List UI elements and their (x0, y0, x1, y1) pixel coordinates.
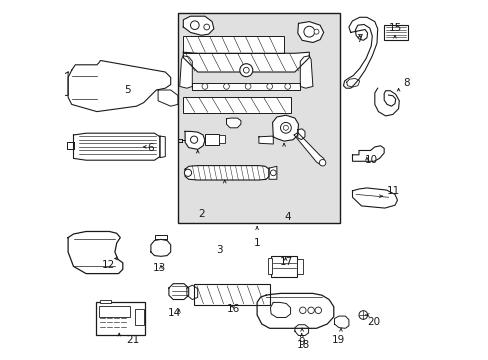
Circle shape (203, 24, 209, 30)
Circle shape (190, 21, 199, 30)
Text: 13: 13 (153, 263, 166, 273)
Circle shape (319, 159, 325, 166)
Polygon shape (297, 22, 323, 42)
Text: 1: 1 (253, 238, 260, 248)
Text: 12: 12 (102, 260, 115, 270)
Polygon shape (183, 52, 309, 72)
Polygon shape (151, 239, 170, 256)
Polygon shape (179, 56, 192, 88)
Bar (204, 134, 219, 145)
Bar (271, 256, 297, 277)
Circle shape (280, 122, 291, 133)
Circle shape (190, 136, 197, 143)
Polygon shape (270, 302, 290, 318)
Polygon shape (297, 129, 305, 140)
Text: 5: 5 (124, 85, 131, 95)
Polygon shape (352, 146, 384, 161)
Text: 16: 16 (226, 304, 240, 314)
Bar (99, 306, 129, 317)
Polygon shape (185, 131, 204, 149)
Bar (297, 259, 302, 274)
Circle shape (270, 170, 276, 176)
Bar (96, 302, 144, 335)
Polygon shape (168, 284, 188, 300)
Polygon shape (67, 142, 73, 149)
Bar (178, 13, 339, 223)
Polygon shape (294, 325, 308, 336)
Circle shape (307, 307, 314, 314)
Polygon shape (155, 235, 166, 239)
Circle shape (243, 67, 249, 73)
Polygon shape (226, 118, 241, 128)
Text: 20: 20 (366, 317, 379, 327)
Bar (219, 135, 224, 143)
Polygon shape (300, 56, 312, 88)
Circle shape (223, 84, 229, 89)
Text: 8: 8 (402, 78, 408, 88)
Polygon shape (294, 132, 325, 166)
Text: 10: 10 (364, 155, 377, 165)
Bar (183, 36, 284, 53)
Text: 17: 17 (279, 257, 292, 267)
Circle shape (313, 29, 318, 34)
Text: 11: 11 (386, 186, 399, 196)
Text: 14: 14 (167, 308, 181, 318)
Polygon shape (334, 316, 348, 328)
Text: 7: 7 (356, 34, 362, 44)
Polygon shape (258, 136, 273, 144)
Bar (134, 309, 143, 325)
Text: 3: 3 (216, 245, 222, 255)
Polygon shape (186, 285, 197, 300)
Polygon shape (192, 83, 300, 90)
Circle shape (303, 26, 314, 37)
Text: 18: 18 (296, 340, 309, 350)
Circle shape (202, 84, 207, 89)
Polygon shape (346, 78, 359, 87)
Circle shape (358, 311, 367, 319)
Circle shape (244, 84, 250, 89)
Circle shape (299, 307, 305, 314)
Bar (194, 284, 269, 305)
Polygon shape (268, 166, 276, 179)
Polygon shape (73, 133, 160, 160)
Polygon shape (183, 16, 213, 35)
Circle shape (266, 84, 272, 89)
Bar (100, 300, 110, 303)
Polygon shape (374, 88, 399, 116)
Circle shape (283, 125, 288, 130)
Circle shape (284, 84, 290, 89)
Text: 15: 15 (387, 23, 401, 33)
Bar (267, 258, 272, 274)
Polygon shape (158, 90, 178, 106)
Polygon shape (352, 188, 397, 208)
Polygon shape (272, 115, 298, 141)
Polygon shape (257, 293, 333, 328)
Polygon shape (160, 136, 165, 158)
Circle shape (184, 169, 191, 176)
Polygon shape (343, 17, 377, 88)
Bar (384, 25, 407, 40)
Text: 2: 2 (198, 209, 204, 219)
Polygon shape (64, 72, 68, 95)
Polygon shape (68, 231, 122, 274)
Text: 9: 9 (298, 337, 305, 347)
Polygon shape (185, 166, 268, 180)
Text: 21: 21 (126, 335, 139, 345)
Bar (183, 97, 291, 113)
Circle shape (239, 64, 252, 77)
Text: 19: 19 (331, 335, 344, 345)
Text: 4: 4 (284, 212, 290, 222)
Circle shape (314, 307, 321, 314)
Text: 6: 6 (147, 143, 154, 153)
Polygon shape (68, 60, 170, 112)
